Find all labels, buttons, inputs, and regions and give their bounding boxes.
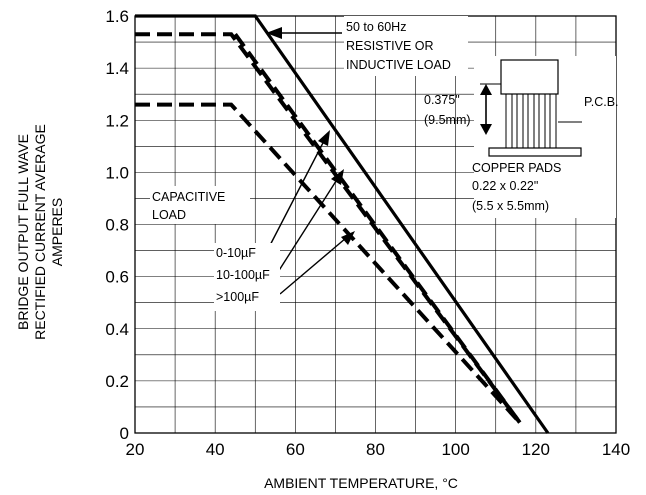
bridge-body-shape	[500, 59, 559, 95]
x-tick-label: 20	[126, 440, 145, 459]
x-tick-label: 40	[206, 440, 225, 459]
pads-annotation: COPPER PADS 0.22 x 0.22" (5.5 x 5.5mm)	[472, 161, 561, 213]
resistive-annotation-bg	[344, 16, 468, 76]
resistive-pointer-arrow-icon	[266, 27, 342, 39]
series-layer	[135, 14, 550, 434]
cap-values-annotation: 0-10µF 10-100µF >100µF	[214, 243, 280, 311]
y-tick-label: 1.2	[105, 111, 129, 130]
y-tick-label: 1.4	[105, 59, 129, 78]
cap-values-bg	[214, 243, 280, 311]
cap-value-over-100uF: >100µF	[216, 290, 259, 304]
x-tick-label: 60	[286, 440, 305, 459]
dimension-inch: 0.375"	[424, 93, 460, 107]
y-tick-label: 1.0	[105, 163, 129, 182]
cap-over-100uF-pointer-arrow-icon	[279, 231, 355, 295]
pads-line-2: 0.22 x 0.22"	[472, 179, 538, 193]
resistive-line-1: 50 to 60Hz	[346, 20, 406, 34]
x-axis-title: AMBIENT TEMPERATURE, °C	[264, 475, 458, 491]
series-line-3	[233, 33, 522, 424]
pointer-arrows	[265, 27, 355, 295]
y-tick-label: 1.6	[105, 7, 129, 26]
y-tick-label: 0.4	[105, 320, 129, 339]
capacitive-annotation: CAPACITIVE LOAD	[150, 186, 250, 224]
y-axis-title-line-3: AMPERES	[49, 198, 65, 266]
capacitive-annotation-bg	[150, 186, 250, 224]
x-tick-label: 140	[602, 440, 630, 459]
cap-10-100uF-pointer-arrow-icon	[277, 169, 344, 273]
component-inset	[474, 56, 616, 218]
x-tick-label: 120	[522, 440, 550, 459]
pads-line-3: (5.5 x 5.5mm)	[472, 199, 549, 213]
cap-value-10-100uF: 10-100µF	[216, 268, 270, 282]
y-tick-label: 0.6	[105, 268, 129, 287]
cap-0-10uF-pointer-arrow-icon	[265, 130, 330, 254]
resistive-line-2: RESISTIVE OR	[346, 39, 434, 53]
pads-line-1: COPPER PADS	[472, 161, 561, 175]
resistive-annotation: 50 to 60Hz RESISTIVE OR INDUCTIVE LOAD	[344, 16, 468, 76]
y-axis-title: BRIDGE OUTPUT FULL WAVE RECTIFIED CURREN…	[15, 124, 65, 340]
x-tick-label: 80	[366, 440, 385, 459]
series-line-1	[135, 14, 550, 434]
capacitive-line-2: LOAD	[152, 208, 186, 222]
y-axis-title-line-1: BRIDGE OUTPUT FULL WAVE	[15, 134, 31, 330]
y-axis-title-line-2: RECTIFIED CURRENT AVERAGE	[32, 124, 48, 340]
x-tick-label: 100	[441, 440, 469, 459]
dimension-annotation: 0.375" (9.5mm)	[424, 93, 471, 127]
resistive-line-3: INDUCTIVE LOAD	[346, 58, 451, 72]
y-tick-label: 0.2	[105, 372, 129, 391]
pcb-board-shape	[488, 147, 582, 157]
dimension-mm: (9.5mm)	[424, 113, 471, 127]
y-tick-label: 0.8	[105, 216, 129, 235]
y-tick-label: 0	[120, 424, 129, 443]
pcb-label: P.C.B.	[584, 95, 619, 109]
cap-value-0-10uF: 0-10µF	[216, 246, 256, 260]
dimension-arrow-icon	[480, 83, 501, 135]
capacitive-line-1: CAPACITIVE	[152, 190, 225, 204]
series-line-4	[135, 102, 522, 424]
series-line-2	[135, 32, 522, 424]
tick-labels: 20 40 60 80 100 120 140 0 0.2 0.4 0.6 0.8 1.0 1.2 1.4 1…	[105, 7, 630, 459]
